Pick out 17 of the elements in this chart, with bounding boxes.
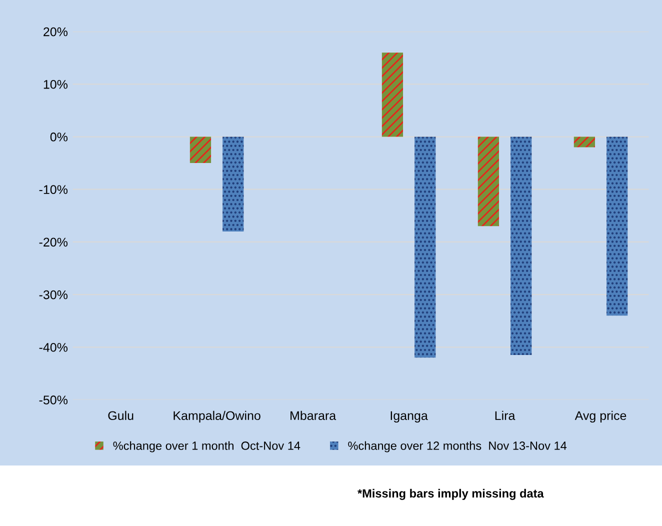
y-tick-label: 20% [44,27,68,36]
x-tick-label: Mbarara [290,410,336,420]
x-tick-label: Iganga [390,411,428,423]
y-tick-label: -40% [39,342,68,352]
x-tick-label: Gulu [108,410,134,420]
x-tick-label: Avg price [574,410,626,423]
x-tick-label: Kampala/Owino [174,410,260,423]
y-tick-label: 10% [44,80,68,89]
y-tick-label: -30% [39,290,68,300]
x-tick-label: Lira [495,410,516,420]
legend-label: %change over 12 months Nov 13-Nov 14 [348,441,567,452]
y-tick-label: -10% [39,185,68,194]
text: *Missing bars imply missing data [358,488,544,500]
legend-label: %change over 1 month Oct-Nov 14 [113,441,300,452]
y-tick-label: -50% [39,396,68,404]
y-tick-label: -20% [39,238,68,247]
y-tick-label: 0% [50,132,68,142]
